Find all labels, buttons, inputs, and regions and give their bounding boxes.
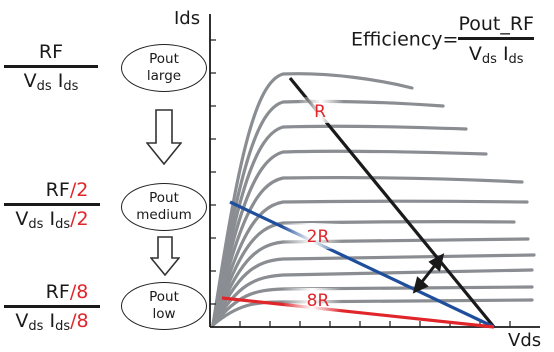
fraction-bar	[458, 37, 534, 40]
denominator-i-sub: ds	[508, 51, 524, 67]
denominator-i: I	[57, 70, 64, 92]
pout-medium-bubble: Pout medium	[121, 183, 207, 231]
denominator-i: I	[502, 42, 509, 65]
x-axis-label: Vds	[508, 330, 542, 351]
denominator-i-sub: ds	[55, 217, 71, 232]
iv-curve	[211, 253, 536, 327]
fraction-bar	[4, 305, 100, 308]
denominator-v-sub: ds	[28, 319, 44, 334]
iv-curve	[211, 285, 534, 327]
fraction-row-3: RF/8 Vds Ids/8	[4, 283, 100, 333]
denominator-v: V	[468, 42, 482, 65]
label-bg-r	[298, 97, 344, 123]
pout-label: Pout	[149, 51, 179, 67]
load-line-8r-label: 8R	[307, 291, 330, 311]
iv-curve	[211, 199, 529, 327]
efficiency-label: Efficiency	[351, 28, 443, 51]
iv-curve	[211, 99, 445, 327]
pout-level: low	[152, 306, 176, 322]
pout-label: Pout	[149, 289, 179, 305]
pout-label: Pout	[149, 190, 179, 206]
load-line-8r	[221, 296, 495, 329]
iv-curve	[211, 176, 524, 327]
denominator-v: V	[15, 208, 29, 230]
iv-curve	[211, 219, 516, 327]
axis-ticks	[210, 39, 511, 327]
pout-level: medium	[136, 207, 192, 223]
iv-curve	[211, 124, 468, 327]
label-bg-2r	[282, 223, 342, 249]
denominator-v: V	[23, 70, 37, 92]
efficiency-numerator: Pout_RF	[458, 13, 534, 35]
fraction-bar	[4, 65, 98, 68]
load-line-r-label: R	[314, 102, 326, 122]
denominator-i: I	[49, 208, 56, 230]
down-arrow-icon	[146, 109, 182, 165]
iv-curve	[211, 72, 414, 327]
pout-large-bubble: Pout large	[121, 44, 207, 92]
iv-curve-group	[211, 72, 536, 327]
pout-level: large	[146, 68, 182, 84]
load-line-2r	[229, 200, 495, 329]
label-bg-8r	[282, 288, 342, 314]
denominator-v: V	[15, 310, 29, 332]
equals-sign: =	[442, 28, 459, 51]
y-axis-label: Ids	[174, 8, 201, 29]
load-line-2r-label: 2R	[307, 227, 330, 247]
fraction-row-1: RF Vds Ids	[4, 43, 98, 93]
denominator-v-sub: ds	[36, 79, 52, 94]
fraction-bar	[4, 203, 100, 206]
numerator-base: RF	[45, 281, 70, 303]
iv-curve	[211, 268, 534, 327]
denominator-suffix: /8	[70, 310, 89, 332]
denominator-v-sub: ds	[481, 51, 497, 67]
pout-low-bubble: Pout low	[121, 282, 207, 330]
denominator-suffix: /2	[70, 208, 89, 230]
denominator-i-sub: ds	[55, 319, 71, 334]
numerator-base: RF	[45, 179, 70, 201]
denominator-i-sub: ds	[63, 79, 79, 94]
efficiency-equation: Efficiency= Pout_RF Vds Ids	[351, 13, 534, 67]
down-arrow-icon	[150, 236, 180, 276]
denominator-v-sub: ds	[28, 217, 44, 232]
double-arrow-icon	[412, 253, 445, 294]
fraction-row-2: RF/2 Vds Ids/2	[4, 181, 100, 231]
numerator-suffix: /2	[69, 179, 89, 201]
numerator-base: RF	[38, 41, 64, 63]
denominator-i: I	[49, 310, 56, 332]
iv-curve	[211, 149, 488, 327]
numerator-suffix: /8	[69, 281, 89, 303]
efficiency-fraction: Pout_RF Vds Ids	[458, 13, 534, 67]
